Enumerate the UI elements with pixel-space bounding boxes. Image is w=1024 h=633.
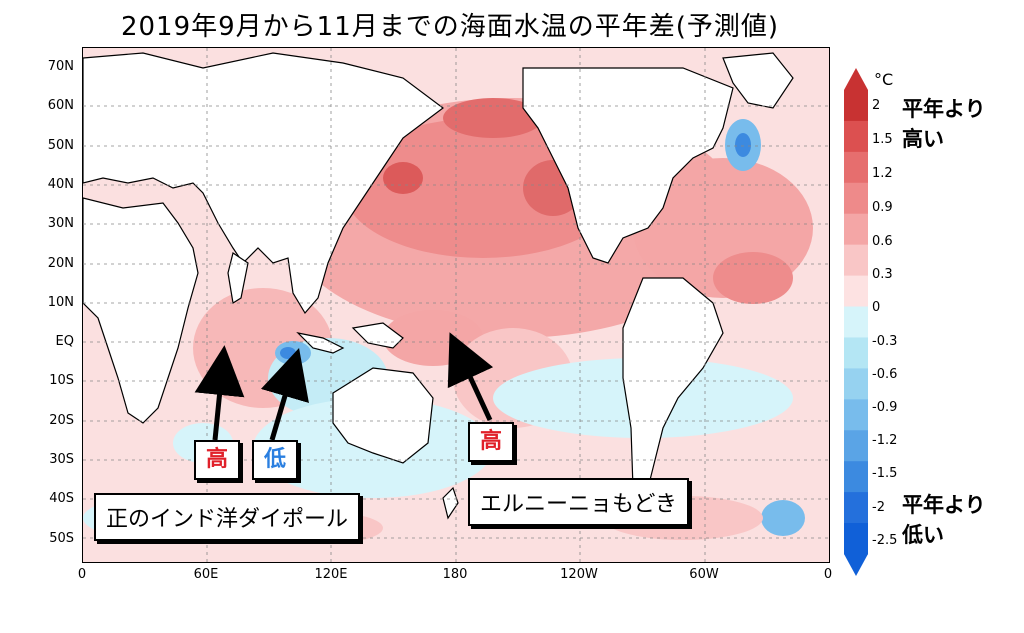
legend-tick: -0.3 — [872, 334, 898, 349]
lon-label-0: 0 — [77, 567, 87, 582]
tag-indian-low: 低 — [252, 440, 298, 480]
legend-swatch — [844, 492, 868, 524]
legend-tick: -0.9 — [872, 400, 898, 415]
lat-label-10n: 10N — [47, 295, 74, 310]
legend-stack — [844, 68, 868, 576]
legend-swatch — [844, 90, 868, 122]
legend-tick: -1.2 — [872, 433, 898, 448]
lon-label-120e: 120E — [314, 567, 348, 582]
lat-label-10s: 10S — [49, 373, 74, 388]
arrow-indian-low — [260, 348, 309, 441]
legend-low-line2: 低い — [902, 523, 944, 547]
continents — [83, 52, 794, 520]
legend-swatch — [844, 368, 868, 400]
lat-label-40n: 40N — [47, 177, 74, 192]
legend-top-cap — [844, 68, 868, 90]
legend-tick: 0.6 — [872, 234, 893, 249]
legend-swatch — [844, 275, 868, 308]
legend-swatch — [844, 182, 868, 215]
page-title: 2019年9月から11月までの海面水温の平年差(予測値) — [120, 12, 780, 42]
lon-label-180: 180 — [442, 567, 468, 582]
legend-high-line1: 平年より — [902, 97, 986, 121]
lat-label-70n: 70N — [47, 59, 74, 74]
legend-tick: 2 — [872, 98, 881, 113]
legend-unit: °C — [874, 70, 894, 89]
legend-high-note: 平年より 高い — [902, 94, 986, 154]
tag-pacific-high: 高 — [468, 422, 514, 462]
legend-tick: 0.9 — [872, 200, 893, 215]
legend-high-line2: 高い — [902, 127, 944, 151]
lat-label-30s: 30S — [49, 452, 74, 467]
lat-label-50n: 50N — [47, 138, 74, 153]
lon-label-60e: 60E — [193, 567, 219, 582]
enso-modoki-label: エルニーニョもどき — [468, 478, 689, 526]
lon-label-60w: 60W — [689, 567, 719, 582]
legend-swatch — [844, 430, 868, 462]
lat-label-20n: 20N — [47, 256, 74, 271]
legend-swatch — [844, 461, 868, 493]
lon-label-120w: 120W — [560, 567, 598, 582]
legend-tick: -1.5 — [872, 466, 898, 481]
arrow-indian-high — [194, 345, 245, 441]
lon-label-0-end: 0 — [823, 567, 833, 582]
legend-tick: -2.5 — [872, 533, 898, 548]
lat-label-eq: EQ — [55, 334, 74, 349]
legend-tick: -2 — [872, 500, 885, 515]
legend-swatch — [844, 120, 868, 153]
lat-label-40s: 40S — [49, 491, 74, 506]
legend-swatch — [844, 523, 868, 555]
lat-label-50s: 50S — [49, 531, 74, 546]
legend-swatch — [844, 306, 868, 338]
map-canvas — [83, 48, 829, 562]
lat-label-30n: 30N — [47, 216, 74, 231]
legend-tick: 0.3 — [872, 267, 893, 282]
lat-label-60n: 60N — [47, 98, 74, 113]
legend-bottom-cap — [844, 554, 868, 576]
arrow-pacific-high — [447, 332, 494, 422]
legend-tick: 1.2 — [872, 166, 893, 181]
legend-swatch — [844, 213, 868, 246]
legend-swatch — [844, 337, 868, 369]
legend-low-line1: 平年より — [902, 493, 986, 517]
legend-swatch — [844, 399, 868, 431]
iod-label: 正のインド洋ダイポール — [94, 493, 361, 541]
lat-label-20s: 20S — [49, 413, 74, 428]
color-legend-bar — [844, 68, 868, 576]
legend-swatch — [844, 244, 868, 277]
legend-tick: 1.5 — [872, 132, 893, 147]
sst-anomaly-map — [82, 47, 830, 563]
legend-swatch — [844, 151, 868, 184]
tag-indian-high: 高 — [194, 440, 240, 480]
legend-low-note: 平年より 低い — [902, 490, 986, 550]
legend-tick: -0.6 — [872, 367, 898, 382]
legend-tick: 0 — [872, 300, 881, 315]
